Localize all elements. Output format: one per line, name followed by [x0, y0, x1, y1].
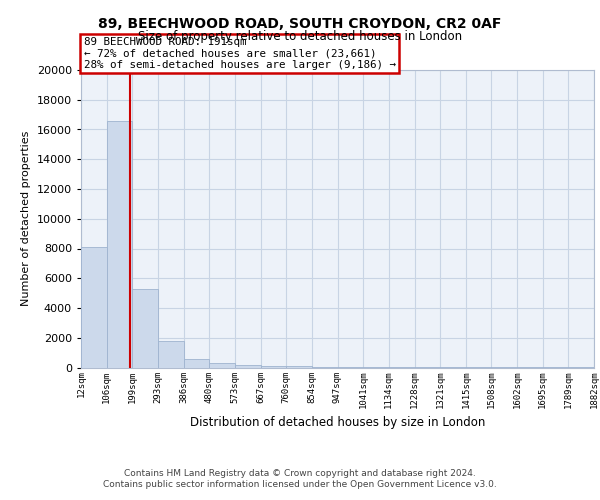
- Bar: [81, 247, 107, 368]
- Bar: [107, 120, 133, 368]
- Text: Size of property relative to detached houses in London: Size of property relative to detached ho…: [138, 30, 462, 43]
- Bar: [184, 358, 209, 368]
- Bar: [286, 366, 312, 368]
- Bar: [389, 367, 415, 368]
- Text: Contains HM Land Registry data © Crown copyright and database right 2024.: Contains HM Land Registry data © Crown c…: [124, 469, 476, 478]
- Y-axis label: Number of detached properties: Number of detached properties: [21, 131, 31, 306]
- Bar: [209, 363, 235, 368]
- Bar: [235, 366, 260, 368]
- Bar: [260, 366, 286, 368]
- Bar: [363, 367, 389, 368]
- Bar: [312, 366, 337, 368]
- X-axis label: Distribution of detached houses by size in London: Distribution of detached houses by size …: [190, 416, 485, 429]
- Bar: [337, 367, 363, 368]
- Bar: [133, 288, 158, 368]
- Text: 89 BEECHWOOD ROAD: 191sqm
← 72% of detached houses are smaller (23,661)
28% of s: 89 BEECHWOOD ROAD: 191sqm ← 72% of detac…: [83, 37, 395, 70]
- Bar: [158, 340, 184, 367]
- Text: 89, BEECHWOOD ROAD, SOUTH CROYDON, CR2 0AF: 89, BEECHWOOD ROAD, SOUTH CROYDON, CR2 0…: [98, 18, 502, 32]
- Text: Contains public sector information licensed under the Open Government Licence v3: Contains public sector information licen…: [103, 480, 497, 489]
- Bar: [415, 367, 440, 368]
